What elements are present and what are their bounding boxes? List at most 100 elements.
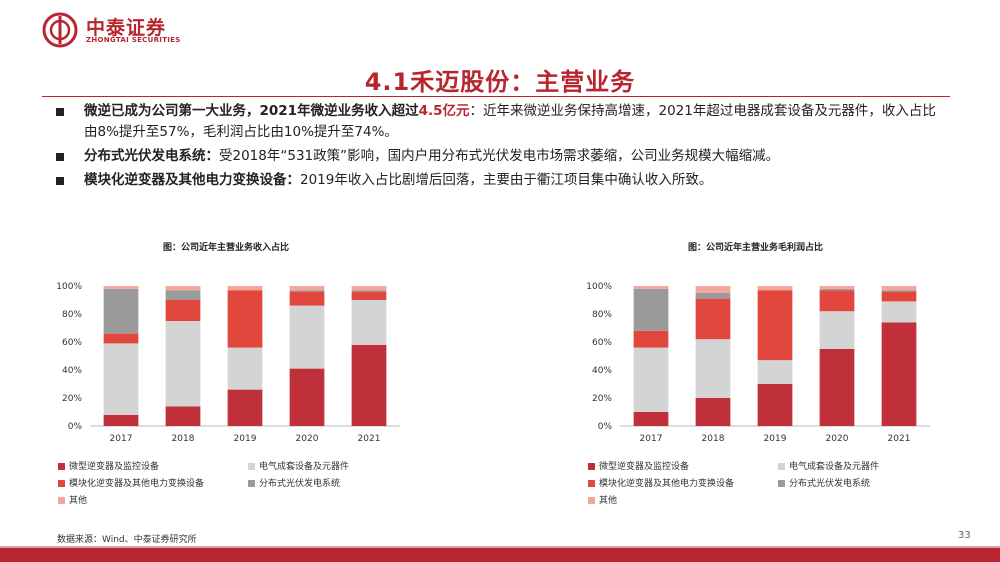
- bar-segment: [227, 286, 263, 291]
- bar-segment: [757, 286, 793, 291]
- bar-segment: [881, 291, 917, 302]
- legend-swatch: [248, 480, 255, 487]
- bullet-body: 2019年收入占比剧增后回落，主要由于衢江项目集中确认收入所致。: [300, 172, 713, 188]
- bar-segment: [165, 406, 201, 426]
- bar-segment: [227, 290, 263, 348]
- y-tick-label: 0%: [68, 422, 83, 432]
- y-tick-label: 20%: [592, 394, 612, 404]
- bar-segment: [695, 398, 731, 426]
- bar-segment: [103, 288, 139, 334]
- bullet-item: 模块化逆变器及其他电力变换设备：2019年收入占比剧增后回落，主要由于衢江项目集…: [54, 170, 949, 191]
- bar-segment: [819, 290, 855, 312]
- bullet-item: 分布式光伏发电系统：受2018年“531政策”影响，国内户用分布式光伏发电市场需…: [54, 146, 949, 167]
- bullet-highlight: 4.5亿元: [418, 103, 470, 119]
- legend-item: 分布式光伏发电系统: [248, 476, 340, 489]
- bar-segment: [351, 290, 387, 292]
- bar-segment: [289, 368, 325, 426]
- zhongtai-logo-icon: [42, 12, 78, 48]
- bar-segment: [103, 343, 139, 415]
- x-tick-label: 2018: [172, 434, 195, 444]
- y-tick-label: 80%: [62, 310, 82, 320]
- bullet-head: 模块化逆变器及其他电力变换设备：: [84, 172, 300, 188]
- legend-item: 其他: [588, 493, 617, 506]
- x-tick-label: 2018: [702, 434, 725, 444]
- legend-label: 电气成套设备及元器件: [789, 462, 880, 472]
- data-source-note: 数据来源：Wind、中泰证券研究所: [57, 535, 197, 545]
- legend-label: 分布式光伏发电系统: [789, 479, 871, 489]
- x-tick-label: 2019: [764, 434, 787, 444]
- bullet-square-icon: [56, 153, 64, 161]
- bar-segment: [165, 286, 201, 291]
- chart-title-gross-profit: 图：公司近年主营业务毛利润占比: [688, 243, 824, 253]
- bar-segment: [103, 333, 139, 344]
- legend-item: 其他: [58, 493, 87, 506]
- legend-label: 其他: [599, 496, 618, 506]
- bar-segment: [819, 288, 855, 291]
- legend-item: 模块化逆变器及其他电力变换设备: [588, 476, 734, 489]
- bar-segment: [633, 412, 669, 426]
- header-bar: 中泰证券 ZHONGTAI SECURITIES: [0, 0, 1000, 60]
- logo-text-cn: 中泰证券: [86, 17, 167, 39]
- chart-title-revenue: 图：公司近年主营业务收入占比: [163, 243, 290, 253]
- legend-label: 模块化逆变器及其他电力变换设备: [599, 479, 735, 489]
- x-tick-label: 2017: [110, 434, 133, 444]
- gross-profit-share-chart: 0% 20% 40% 60% 80% 100% 2017 2018 2019 2020 2021: [586, 282, 930, 444]
- y-tick-label: 0%: [598, 422, 613, 432]
- bar-segment: [165, 290, 201, 300]
- x-tick-label: 2017: [640, 434, 663, 444]
- y-tick-label: 40%: [62, 366, 82, 376]
- x-tick-label: 2021: [358, 434, 381, 444]
- bar-segment: [165, 321, 201, 407]
- bar-segment: [227, 389, 263, 426]
- legend-swatch: [58, 463, 65, 470]
- y-tick-label: 60%: [62, 338, 82, 348]
- y-tick-label: 100%: [586, 282, 612, 292]
- bar-segment: [633, 286, 669, 289]
- legend-item: 微型逆变器及监控设备: [588, 459, 689, 472]
- bar-segment: [351, 286, 387, 291]
- slide-title: 4.1禾迈股份：主营业务: [364, 68, 636, 96]
- legend-label: 其他: [69, 496, 88, 506]
- legend-label: 微型逆变器及监控设备: [69, 462, 160, 472]
- bar-segment: [289, 286, 325, 291]
- bar-segment: [103, 414, 139, 426]
- logo-text-en: ZHONGTAI SECURITIES: [86, 36, 181, 44]
- x-tick-label: 2020: [296, 434, 319, 444]
- bar-segment: [881, 286, 917, 291]
- bar-segment: [227, 347, 263, 390]
- y-tick-label: 100%: [56, 282, 82, 292]
- revenue-share-chart: 0% 20% 40% 60% 80% 100% 2017 2018 2019 2020 2021: [56, 282, 400, 444]
- bar-segment: [289, 290, 325, 292]
- bar-segment: [695, 293, 731, 299]
- bullet-square-icon: [56, 108, 64, 116]
- legend-swatch: [588, 463, 595, 470]
- bar-segment: [695, 298, 731, 340]
- legend-item: 微型逆变器及监控设备: [58, 459, 159, 472]
- bar-segment: [757, 290, 793, 361]
- bar-segment: [757, 384, 793, 426]
- bar-segment: [633, 330, 669, 348]
- bar-segment: [819, 349, 855, 426]
- legend-swatch: [778, 463, 785, 470]
- legend-item: 电气成套设备及元器件: [778, 459, 879, 472]
- legend-swatch: [588, 480, 595, 487]
- legend-swatch: [588, 497, 595, 504]
- bar-segment: [103, 286, 139, 289]
- bullet-body: ：近年来微逆业务保持高增速，2021年超过电器成套设备及元器件，收入占比由8%提…: [84, 103, 936, 140]
- legend-swatch: [778, 480, 785, 487]
- x-tick-label: 2019: [234, 434, 257, 444]
- bullet-list: 微逆已成为公司第一大业务，2021年微逆业务收入超过4.5亿元：近年来微逆业务保…: [54, 101, 949, 194]
- bar-segment: [695, 339, 731, 398]
- bar-segment: [289, 305, 325, 369]
- bar-segment: [881, 301, 917, 323]
- bar-segment: [351, 291, 387, 300]
- y-tick-label: 60%: [592, 338, 612, 348]
- bar-segment: [289, 291, 325, 306]
- legend-item: 模块化逆变器及其他电力变换设备: [58, 476, 204, 489]
- legend-label: 模块化逆变器及其他电力变换设备: [69, 479, 205, 489]
- footer-bar: [0, 548, 1000, 562]
- legend-swatch: [58, 497, 65, 504]
- legend-label: 微型逆变器及监控设备: [599, 462, 690, 472]
- x-tick-label: 2020: [826, 434, 849, 444]
- bar-segment: [695, 286, 731, 293]
